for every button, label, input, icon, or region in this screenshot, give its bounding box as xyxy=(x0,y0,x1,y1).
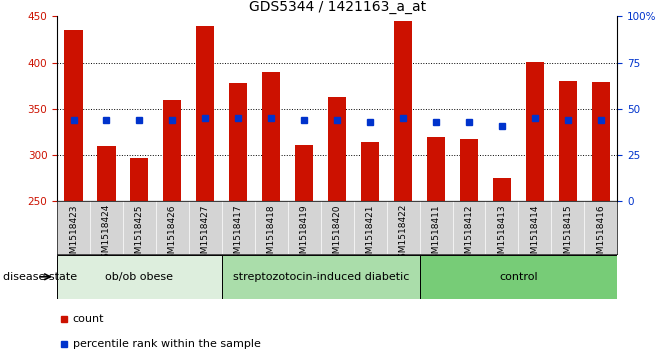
Bar xyxy=(130,158,148,201)
Bar xyxy=(592,82,610,201)
Text: GSM1518412: GSM1518412 xyxy=(464,204,474,265)
Text: GSM1518424: GSM1518424 xyxy=(102,204,111,265)
Bar xyxy=(493,178,511,201)
Title: GDS5344 / 1421163_a_at: GDS5344 / 1421163_a_at xyxy=(249,0,425,14)
Text: GSM1518415: GSM1518415 xyxy=(564,204,572,265)
Bar xyxy=(163,100,181,201)
Bar xyxy=(262,72,280,201)
Text: streptozotocin-induced diabetic: streptozotocin-induced diabetic xyxy=(233,272,409,282)
Text: GSM1518420: GSM1518420 xyxy=(333,204,342,265)
Bar xyxy=(361,142,379,201)
Bar xyxy=(97,146,115,201)
Text: GSM1518413: GSM1518413 xyxy=(497,204,507,265)
Text: GSM1518411: GSM1518411 xyxy=(431,204,441,265)
Bar xyxy=(559,81,577,201)
Text: GSM1518419: GSM1518419 xyxy=(300,204,309,265)
Bar xyxy=(229,83,248,201)
Text: disease state: disease state xyxy=(3,272,77,282)
Bar xyxy=(526,62,544,201)
Text: GSM1518421: GSM1518421 xyxy=(366,204,374,265)
FancyBboxPatch shape xyxy=(57,255,222,298)
Bar xyxy=(460,139,478,201)
Bar xyxy=(394,21,412,201)
Bar xyxy=(64,30,83,201)
Text: GSM1518417: GSM1518417 xyxy=(234,204,243,265)
Text: GSM1518422: GSM1518422 xyxy=(399,204,407,265)
Text: control: control xyxy=(499,272,537,282)
Text: GSM1518416: GSM1518416 xyxy=(597,204,605,265)
Text: count: count xyxy=(72,314,104,324)
Bar xyxy=(197,25,215,201)
Bar xyxy=(427,136,445,201)
Bar xyxy=(328,97,346,201)
Bar xyxy=(295,145,313,201)
Text: GSM1518418: GSM1518418 xyxy=(267,204,276,265)
Text: GSM1518425: GSM1518425 xyxy=(135,204,144,265)
Text: GSM1518426: GSM1518426 xyxy=(168,204,177,265)
Text: GSM1518414: GSM1518414 xyxy=(530,204,539,265)
Text: GSM1518423: GSM1518423 xyxy=(69,204,78,265)
FancyBboxPatch shape xyxy=(222,255,419,298)
Text: ob/ob obese: ob/ob obese xyxy=(105,272,173,282)
FancyBboxPatch shape xyxy=(419,255,617,298)
Text: percentile rank within the sample: percentile rank within the sample xyxy=(72,339,260,348)
Text: GSM1518427: GSM1518427 xyxy=(201,204,210,265)
